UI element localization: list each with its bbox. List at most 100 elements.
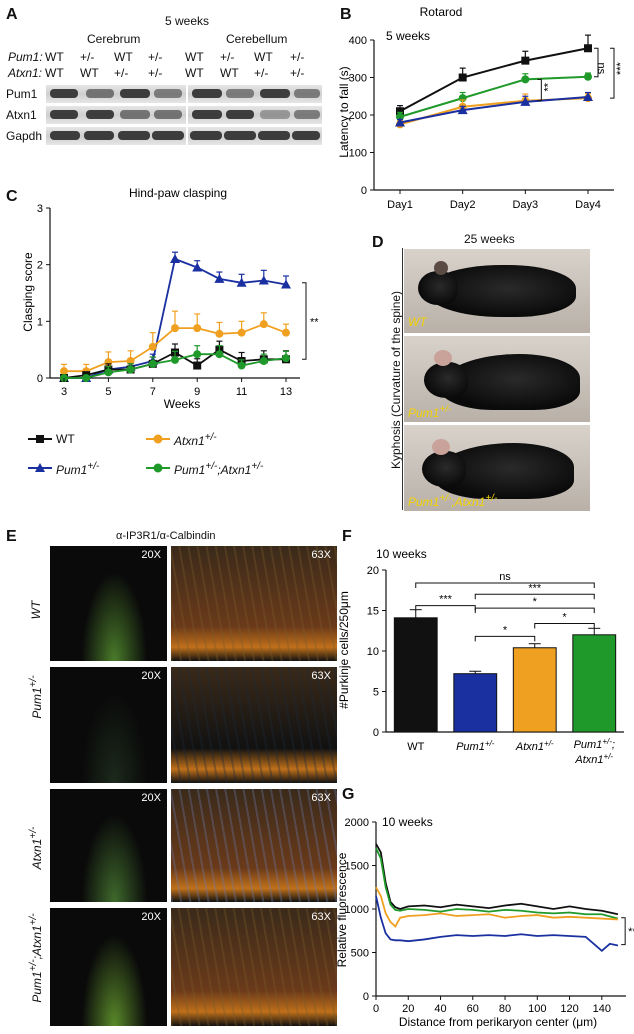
mouse-label-wt: WT — [408, 315, 427, 329]
panel-label-e: E — [6, 528, 17, 545]
blot-strip-atxn1 — [46, 106, 322, 124]
legend-marker-double — [153, 463, 163, 473]
blot-atxn1-genotype: +/- — [148, 66, 163, 80]
bar-annotation: 10 weeks — [376, 547, 427, 561]
blot-atxn1-genotype: WT — [185, 66, 204, 80]
sig-bracket-double — [537, 78, 542, 102]
sig-bracket-wt-pum1 — [415, 605, 476, 611]
blot-strip-pum1 — [46, 85, 322, 103]
sig-bracket-pum1-atxn1 — [474, 635, 536, 642]
sig-label-triple: *** — [615, 61, 627, 75]
blot-pum1-genotype: +/- — [290, 50, 305, 64]
data-point-atxn1 — [171, 324, 179, 333]
fluorescence-chart: 10 weeks 0 500 1000 1500 2000 0 20 40 60 80 100 120… — [335, 815, 634, 1029]
data-point-atxn1 — [215, 329, 224, 338]
y-tick-label: 5 — [373, 687, 379, 699]
data-point-pum1 — [192, 262, 203, 272]
fluor-annotation: 10 weeks — [382, 815, 433, 829]
series-line-pum1 — [399, 96, 589, 124]
bar-pum1 — [453, 673, 498, 733]
sig-bracket-atxn1-double-label: * — [562, 611, 567, 623]
sig-bracket-ns — [594, 47, 599, 78]
series-line-pum1 — [375, 895, 619, 952]
legend-label-pum1: Pum1+/- — [56, 461, 100, 477]
series-line-double — [375, 847, 619, 920]
x-tick-label: 9 — [194, 386, 200, 398]
data-point-double — [584, 72, 592, 81]
bar-atxn1 — [512, 647, 557, 733]
micrograph-double-low: 20X — [50, 908, 167, 1026]
mouse-photo-double: Pum1+/-;Atxn1+/- — [404, 425, 590, 511]
x-tick-label: 7 — [150, 386, 156, 398]
sig-bracket-pum1-double-2 — [474, 593, 595, 600]
blot-row-label-atxn1: Atxn1: — [8, 66, 43, 80]
panel-label-g: G — [342, 786, 355, 803]
mouse-label-double: Pum1+/-;Atxn1+/- — [408, 493, 498, 509]
panel-label-b: B — [340, 6, 352, 23]
x-tick-label: 5 — [105, 386, 111, 398]
y-tick-label: 3 — [37, 203, 43, 215]
clasping-title: Hind-paw clasping — [129, 186, 227, 200]
clasping-x-label: Weeks — [164, 397, 200, 411]
y-tick-label: 2 — [37, 260, 43, 272]
legend-markers — [28, 434, 170, 473]
y-tick-label: 0 — [363, 991, 369, 1003]
data-point-pum1 — [258, 275, 269, 285]
data-point-atxn1 — [259, 320, 268, 329]
series-line-wt — [375, 843, 619, 916]
blot-divider — [186, 84, 188, 148]
micrograph-atxn1-high: 63X — [171, 789, 337, 902]
x-tick-label: 140 — [593, 1003, 611, 1015]
mice-title: 25 weeks — [464, 232, 515, 246]
x-tick-label: Atxn1+/- — [515, 739, 554, 754]
blot-atxn1-genotype: +/- — [290, 66, 305, 80]
data-point-wt — [193, 361, 202, 370]
sig-bracket-triple — [610, 47, 615, 99]
blot-atxn1-genotype: WT — [80, 66, 99, 80]
rotarod-annotation: 5 weeks — [386, 29, 430, 43]
x-tick-label: Pum1+/-; — [574, 737, 615, 752]
data-point-pum1 — [214, 273, 225, 283]
data-point-pum1 — [236, 277, 247, 287]
data-point-double — [215, 350, 224, 359]
y-tick-label: 1000 — [345, 904, 369, 916]
y-tick-label: 20 — [367, 565, 379, 577]
clasping-chart: Hind-paw clasping 0 1 2 3 3 5 7 9 11 13 ** Claspin… — [21, 186, 319, 411]
x-tick-label: 100 — [528, 1003, 546, 1015]
data-point-double — [193, 350, 202, 359]
blot-pum1-genotype: WT — [45, 50, 64, 64]
x-tick-label: Day3 — [512, 199, 538, 211]
micro-row-label-double: Pum1+/-;Atxn1+/- — [28, 913, 44, 1003]
x-tick-label: 13 — [280, 386, 292, 398]
sig-bracket — [621, 917, 626, 946]
panel-label-c: C — [6, 188, 18, 205]
magnification-label: 20X — [141, 792, 161, 804]
magnification-label: 63X — [311, 670, 331, 682]
magnification-label: 20X — [141, 549, 161, 561]
sig-bracket-atxn1-double — [534, 622, 595, 629]
data-point-pum1 — [520, 96, 531, 106]
micro-title: α-IP3R1/α-Calbindin — [116, 530, 216, 542]
blot-age: 5 weeks — [165, 14, 210, 28]
micrograph-pum1-high: 63X — [171, 667, 337, 783]
blot-pum1-genotype: +/- — [220, 50, 235, 64]
blot-protein-pum1: Pum1 — [6, 87, 38, 101]
micro-row-label-wt: WT — [29, 600, 43, 620]
blot-pum1-genotype: WT — [254, 50, 273, 64]
data-point-double — [126, 365, 135, 374]
x-tick-label: 11 — [236, 386, 247, 398]
x-tick-label: 40 — [434, 1003, 446, 1015]
micrograph-wt-low: 20X — [50, 546, 167, 661]
blot-atxn1-genotype: WT — [45, 66, 64, 80]
data-point-pum1 — [281, 279, 291, 289]
sig-bracket-pum1-double — [474, 607, 595, 614]
data-point-atxn1 — [148, 342, 157, 351]
y-tick-label: 0 — [37, 373, 43, 385]
clasping-plot-area: 0 1 2 3 3 5 7 9 11 13 ** — [37, 203, 319, 398]
legend-label-wt: WT — [56, 432, 75, 446]
fluor-x-label: Distance from perikaryon center (μm) — [399, 1015, 597, 1029]
blot-row-label-pum1: Pum1: — [8, 50, 43, 64]
y-tick-label: 1500 — [345, 861, 369, 873]
y-tick-label: 100 — [349, 148, 367, 160]
panel-label-d: D — [372, 234, 384, 251]
